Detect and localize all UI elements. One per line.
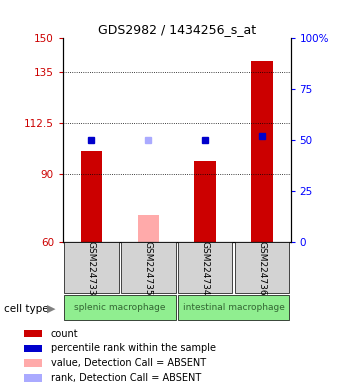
Text: rank, Detection Call = ABSENT: rank, Detection Call = ABSENT bbox=[51, 373, 201, 383]
Text: intestinal macrophage: intestinal macrophage bbox=[183, 303, 285, 312]
Title: GDS2982 / 1434256_s_at: GDS2982 / 1434256_s_at bbox=[98, 23, 256, 36]
Text: value, Detection Call = ABSENT: value, Detection Call = ABSENT bbox=[51, 358, 206, 368]
Text: percentile rank within the sample: percentile rank within the sample bbox=[51, 343, 216, 353]
Bar bbox=[24, 374, 42, 382]
Bar bbox=[138, 215, 159, 242]
Bar bbox=[64, 295, 176, 319]
Text: splenic macrophage: splenic macrophage bbox=[74, 303, 166, 312]
Bar bbox=[121, 242, 176, 293]
Text: cell type: cell type bbox=[4, 304, 48, 314]
Bar bbox=[24, 359, 42, 367]
Text: GSM224736: GSM224736 bbox=[258, 240, 267, 295]
Bar bbox=[178, 295, 289, 319]
Text: GSM224735: GSM224735 bbox=[144, 240, 153, 295]
Text: count: count bbox=[51, 329, 78, 339]
Text: ▶: ▶ bbox=[47, 304, 56, 314]
Text: GSM224734: GSM224734 bbox=[201, 241, 210, 295]
Text: GSM224733: GSM224733 bbox=[87, 240, 96, 295]
Bar bbox=[80, 151, 102, 242]
Bar bbox=[24, 345, 42, 352]
Bar bbox=[24, 330, 42, 337]
Bar bbox=[194, 161, 216, 242]
Bar bbox=[251, 61, 273, 242]
Bar bbox=[235, 242, 289, 293]
Bar bbox=[64, 242, 119, 293]
Bar bbox=[178, 242, 232, 293]
